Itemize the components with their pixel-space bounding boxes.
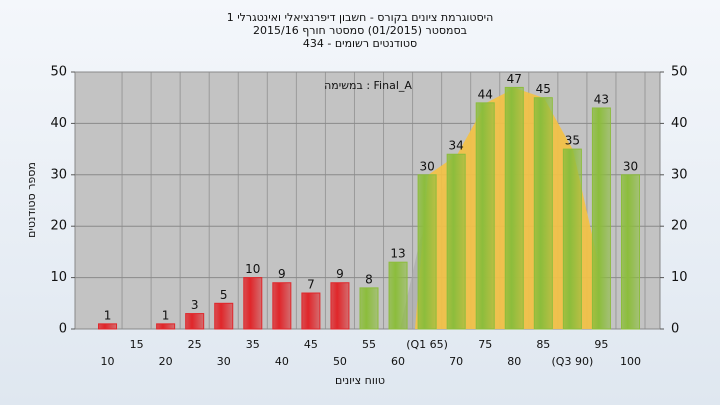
value-label: 47 bbox=[507, 72, 522, 86]
value-label: 34 bbox=[449, 139, 464, 153]
value-label: 44 bbox=[478, 87, 493, 101]
x-tick-label: 15 bbox=[130, 338, 144, 351]
y2-tick-label: 10 bbox=[671, 270, 688, 285]
x-tick-label: 60 bbox=[391, 355, 405, 368]
y-tick-label: 20 bbox=[50, 219, 67, 234]
value-label: 9 bbox=[278, 267, 286, 281]
annotation: במשימה : Final_A bbox=[324, 79, 412, 92]
bar bbox=[330, 282, 350, 330]
bar bbox=[243, 277, 263, 330]
value-label: 9 bbox=[336, 267, 344, 281]
value-label: 35 bbox=[565, 134, 580, 148]
bar bbox=[533, 97, 553, 330]
y-tick-label: 0 bbox=[59, 322, 67, 337]
bar bbox=[214, 302, 234, 330]
value-label: 1 bbox=[162, 308, 170, 322]
y2-tick-label: 0 bbox=[671, 322, 679, 337]
x-tick-label: 30 bbox=[217, 355, 231, 368]
value-label: 30 bbox=[623, 159, 638, 173]
y2-tick-label: 40 bbox=[671, 116, 688, 131]
x-tick-label: 40 bbox=[275, 355, 289, 368]
chart-subtitle: סטודנטים רשומים - 434 bbox=[303, 37, 417, 50]
value-label: 10 bbox=[245, 262, 260, 276]
x-tick-label: 70 bbox=[449, 355, 463, 368]
value-label: 13 bbox=[390, 247, 405, 261]
y2-tick-label: 20 bbox=[671, 219, 688, 234]
x-tick-label: 35 bbox=[246, 338, 260, 351]
value-label: 7 bbox=[307, 278, 315, 292]
chart-subtitle: בסמסטר (01/2015) סמסטר חורף 2015/16 bbox=[253, 24, 467, 37]
x-tick-label: 50 bbox=[333, 355, 347, 368]
x-tick-label: 55 bbox=[362, 338, 376, 351]
x-tick-label: 10 bbox=[101, 355, 115, 368]
x-tick-label: 25 bbox=[188, 338, 202, 351]
value-label: 30 bbox=[419, 159, 434, 173]
bar bbox=[388, 261, 408, 330]
bar bbox=[98, 323, 118, 330]
bar bbox=[417, 174, 437, 330]
y-tick-label: 40 bbox=[50, 116, 67, 131]
x-tick-label: (Q1 65) bbox=[406, 338, 448, 351]
value-label: 3 bbox=[191, 298, 199, 312]
y-axis-label: מספר סטודנטים bbox=[25, 162, 38, 238]
bar bbox=[562, 148, 582, 330]
bar bbox=[591, 107, 611, 330]
x-tick-label: 85 bbox=[536, 338, 550, 351]
bar bbox=[620, 174, 640, 330]
x-tick-label: 45 bbox=[304, 338, 318, 351]
chart-title: היסטוגרמת ציונים בקורס - חשבון דיפרנציאל… bbox=[227, 11, 494, 24]
x-axis-label: טווח ציונים bbox=[335, 374, 385, 387]
value-label: 45 bbox=[536, 82, 551, 96]
y-tick-label: 10 bbox=[50, 270, 67, 285]
value-label: 5 bbox=[220, 288, 228, 302]
x-tick-label: 95 bbox=[594, 338, 608, 351]
bar bbox=[156, 323, 176, 330]
bar bbox=[359, 287, 379, 330]
value-label: 1 bbox=[104, 308, 112, 322]
bar bbox=[446, 153, 466, 330]
y-tick-label: 50 bbox=[50, 65, 67, 80]
x-tick-label: 80 bbox=[507, 355, 521, 368]
bar bbox=[185, 313, 205, 330]
x-tick-label: 100 bbox=[620, 355, 641, 368]
y2-tick-label: 50 bbox=[671, 65, 688, 80]
bar bbox=[272, 282, 292, 330]
bar bbox=[301, 292, 321, 330]
x-tick-label: 75 bbox=[478, 338, 492, 351]
bar bbox=[475, 102, 495, 330]
bar bbox=[504, 86, 524, 330]
value-label: 8 bbox=[365, 272, 373, 286]
x-tick-label: 20 bbox=[159, 355, 173, 368]
y2-tick-label: 30 bbox=[671, 167, 688, 182]
x-tick-label: (Q3 90) bbox=[552, 355, 594, 368]
value-label: 43 bbox=[594, 92, 609, 106]
y-tick-label: 30 bbox=[50, 167, 67, 182]
